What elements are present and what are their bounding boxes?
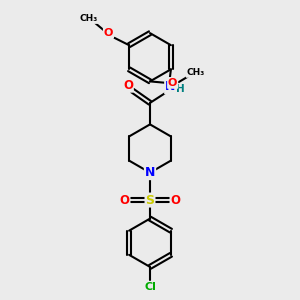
Text: CH₃: CH₃ (187, 68, 205, 77)
Text: O: O (104, 28, 113, 38)
Text: CH₃: CH₃ (79, 14, 98, 23)
Text: O: O (123, 79, 133, 92)
Text: N: N (145, 166, 155, 179)
Text: O: O (171, 194, 181, 207)
Text: S: S (146, 194, 154, 207)
Text: Cl: Cl (144, 282, 156, 292)
Text: H: H (176, 84, 185, 94)
Text: N: N (165, 80, 175, 94)
Text: O: O (119, 194, 129, 207)
Text: O: O (168, 78, 177, 88)
